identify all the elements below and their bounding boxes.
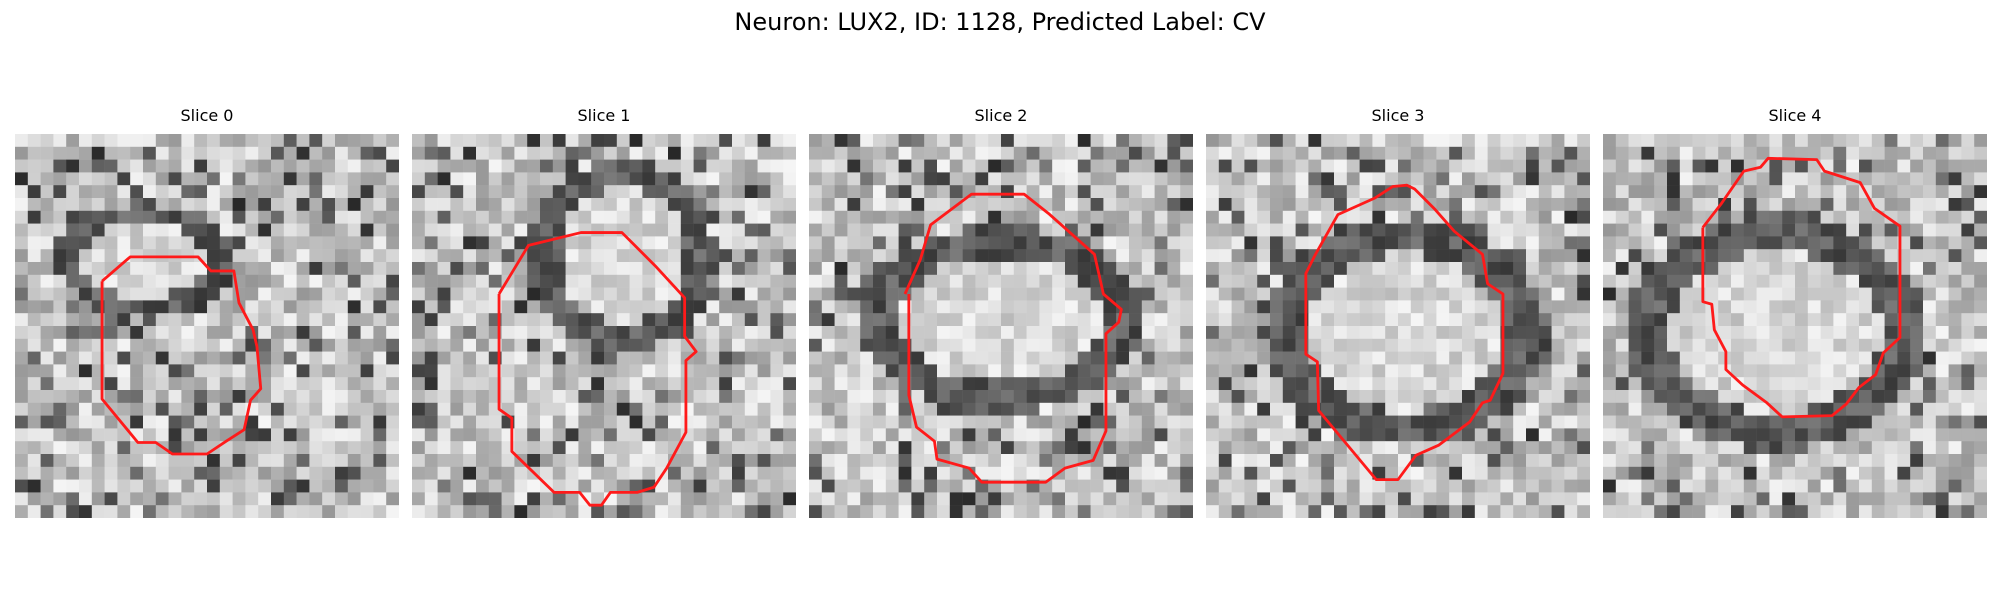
slice-title-4: Slice 4 <box>1768 106 1822 125</box>
slice-3-graphic <box>1206 134 1590 518</box>
slice-title-2: Slice 2 <box>974 106 1028 125</box>
slice-3-contour <box>1304 183 1505 482</box>
slice-image-2 <box>809 134 1193 518</box>
slice-2-contour <box>903 192 1123 484</box>
slice-panel-1: Slice 1 <box>412 105 796 518</box>
figure-title: Neuron: LUX2, ID: 1128, Predicted Label:… <box>734 8 1266 36</box>
slice-title-3: Slice 3 <box>1371 106 1425 125</box>
slice-title-1: Slice 1 <box>577 106 631 125</box>
slice-image-1 <box>412 134 796 518</box>
slice-0-contour <box>100 255 263 456</box>
slice-0-graphic <box>15 134 399 518</box>
slice-panel-4: Slice 4 <box>1603 105 1987 518</box>
slice-1-graphic <box>412 134 796 518</box>
slice-panel-2: Slice 2 <box>809 105 1193 518</box>
slice-panel-0: Slice 0 <box>15 105 399 518</box>
slice-2-graphic <box>809 134 1193 518</box>
slice-image-0 <box>15 134 399 518</box>
slice-panel-3: Slice 3 <box>1206 105 1590 518</box>
slice-4-contour <box>1701 156 1902 419</box>
slice-title-0: Slice 0 <box>180 106 234 125</box>
slice-1-contour <box>497 231 698 507</box>
slice-4-graphic <box>1603 134 1987 518</box>
slice-image-4 <box>1603 134 1987 518</box>
slice-image-3 <box>1206 134 1590 518</box>
